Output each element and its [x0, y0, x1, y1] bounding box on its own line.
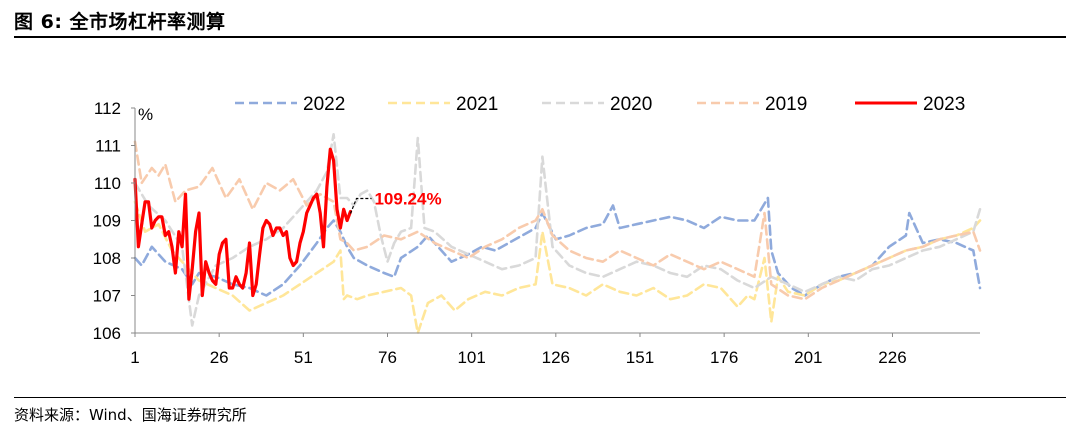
x-tick-label: 151	[626, 348, 654, 367]
x-tick-label: 26	[210, 348, 229, 367]
legend-label-2019: 2019	[765, 94, 807, 115]
y-tick-label: 110	[94, 174, 121, 193]
x-tick-label: 1	[130, 348, 139, 367]
annotation-label: 109.24%	[374, 190, 441, 209]
figure-header: 图 6: 全市场杠杆率测算	[14, 8, 1066, 38]
x-tick-label: 101	[457, 348, 485, 367]
y-tick-label: 109	[93, 212, 121, 231]
y-axis-unit-label: %	[138, 105, 153, 124]
series-lines	[133, 133, 982, 335]
x-tick-label: 76	[378, 348, 397, 367]
annotation: 109.24%	[349, 190, 442, 214]
series-line-2020	[133, 133, 982, 327]
legend-label-2023: 2023	[923, 94, 965, 115]
source-note: 资料来源：Wind、国海证券研究所	[14, 397, 1066, 426]
x-tick-label: 176	[710, 348, 738, 367]
x-tick-label: 126	[542, 348, 570, 367]
legend-label-2022: 2022	[303, 94, 345, 115]
figure-title: 图 6: 全市场杠杆率测算	[14, 11, 226, 33]
legend: 2022 2021 2020 2019 2023	[235, 94, 965, 115]
y-tick-label: 107	[93, 287, 121, 306]
legend-label-2020: 2020	[610, 94, 652, 115]
x-tick-label: 201	[794, 348, 822, 367]
annotation-leader-line	[349, 197, 372, 214]
legend-label-2021: 2021	[456, 94, 498, 115]
series-line-2022	[133, 196, 982, 297]
series-line-2023	[133, 147, 353, 301]
series-line-2019	[133, 140, 982, 301]
y-tick-label: 106	[93, 324, 121, 343]
x-tick-label: 226	[878, 348, 906, 367]
source-text: 资料来源：Wind、国海证券研究所	[14, 406, 247, 424]
y-tick-label: 111	[95, 137, 121, 156]
y-tick-label: 112	[94, 99, 121, 118]
series-line-2021	[133, 200, 982, 335]
x-tick-label: 51	[294, 348, 313, 367]
y-tick-label: 108	[93, 249, 121, 268]
